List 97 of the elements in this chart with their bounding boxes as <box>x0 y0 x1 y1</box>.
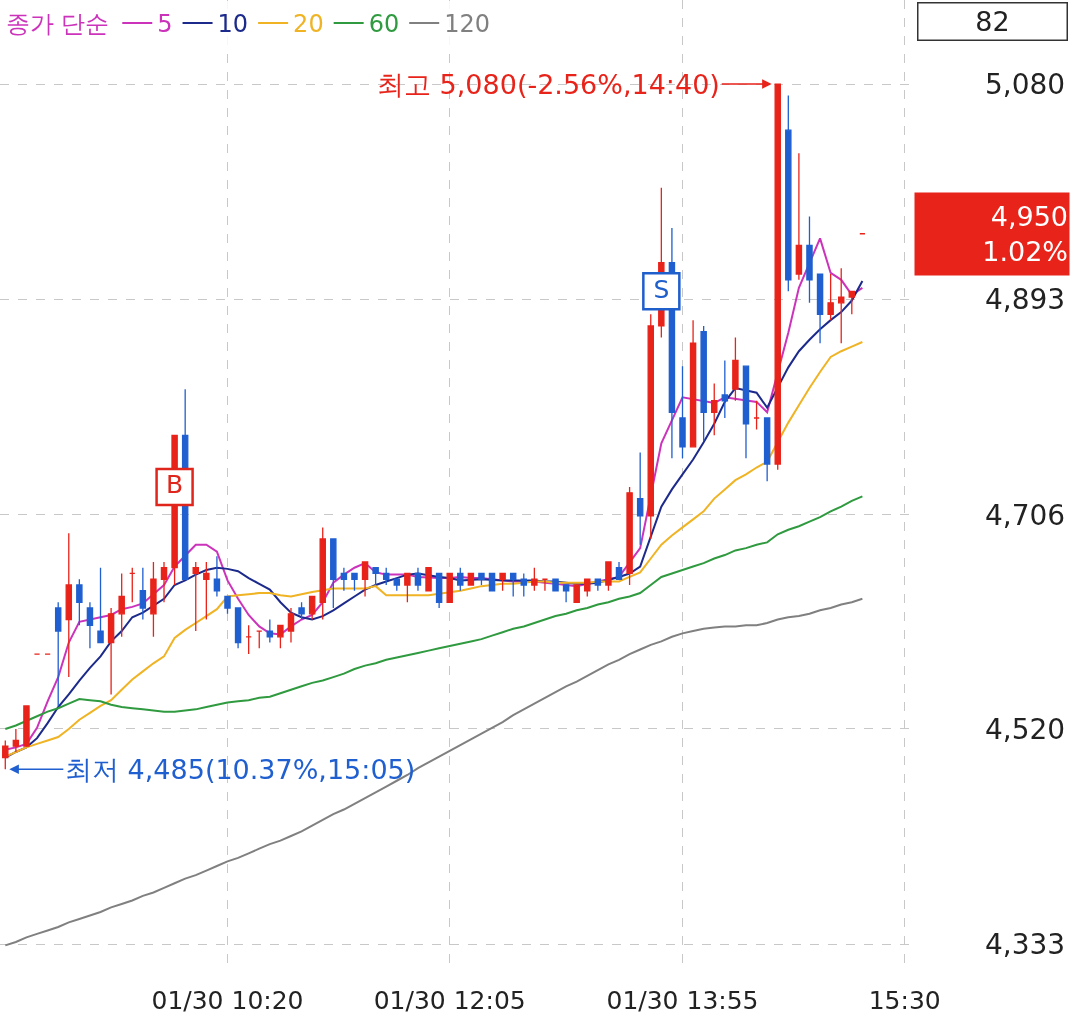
candlestick <box>2 739 9 770</box>
series-label: B <box>166 470 184 500</box>
candlestick <box>192 561 199 632</box>
candlestick <box>23 705 30 747</box>
legend-title: 종가 단순 <box>5 10 110 39</box>
candlestick <box>372 567 379 586</box>
candlestick <box>393 578 401 592</box>
candlestick <box>626 486 633 586</box>
candlestick <box>139 567 147 621</box>
candlestick <box>340 567 348 592</box>
candlestick <box>298 601 305 621</box>
legend-label: 10 <box>217 10 249 39</box>
candlestick <box>414 567 422 592</box>
candlestick <box>213 555 221 598</box>
candlestick <box>742 365 750 459</box>
series-label: S <box>653 274 670 304</box>
candlestick <box>76 578 83 626</box>
candlestick <box>499 572 506 592</box>
candlestick <box>435 572 443 609</box>
candlestick <box>467 572 475 586</box>
candlestick <box>531 567 538 592</box>
x-tick-label: 01/30 12:05 <box>373 986 526 1015</box>
candlestick <box>266 618 274 644</box>
candlestick <box>12 728 20 753</box>
candlestick <box>785 94 792 292</box>
legend-label: 60 <box>368 10 400 39</box>
candlestick <box>446 572 453 603</box>
candlestick <box>160 561 168 603</box>
x-tick-label: 15:30 <box>868 986 941 1015</box>
candlestick <box>330 538 337 609</box>
candlestick <box>203 561 210 621</box>
y-tick-label: 4,706 <box>985 498 1066 532</box>
candlestick <box>404 572 411 603</box>
candlestick <box>425 567 432 592</box>
annotation: 최고 5,080(-2.56%,14:40) <box>377 69 720 100</box>
candlestick <box>150 561 157 638</box>
candlestick <box>255 630 263 649</box>
y-tick-label: 4,333 <box>985 928 1066 962</box>
candlestick <box>287 607 295 644</box>
candlestick <box>753 400 760 431</box>
candlestick <box>86 601 94 649</box>
candlestick <box>721 359 729 419</box>
candlestick <box>382 567 390 586</box>
candlestick <box>594 578 602 592</box>
candlestick <box>118 572 125 638</box>
candlestick <box>351 572 358 592</box>
y-tick-label: 4,520 <box>985 712 1066 746</box>
candlestick <box>97 567 104 644</box>
candlestick <box>763 417 771 482</box>
candlestick <box>700 325 707 442</box>
candlestick <box>562 584 570 603</box>
candlestick <box>245 624 252 655</box>
x-tick-label: 01/30 10:20 <box>151 986 304 1015</box>
text: 4,950 1.02% <box>982 200 1068 268</box>
candlestick <box>107 607 115 696</box>
candlestick <box>806 215 813 304</box>
annotation: 최저 4,485(10.37%,15:05) <box>65 754 416 785</box>
candlestick <box>457 567 464 592</box>
candlestick <box>573 584 580 603</box>
candlestick <box>774 83 781 471</box>
candlestick <box>689 319 697 448</box>
y-tick-label: 4,893 <box>985 283 1066 317</box>
candlestick <box>605 561 612 592</box>
candlestick <box>224 595 231 615</box>
candlestick <box>636 451 644 546</box>
candlestick <box>509 572 517 598</box>
candlestick <box>584 578 591 598</box>
x-tick-label: 01/30 13:55 <box>606 986 759 1015</box>
candlestick <box>679 365 686 459</box>
candlestick <box>837 267 845 344</box>
candlestick <box>361 561 369 598</box>
candlestick <box>711 382 718 436</box>
candlestick <box>795 152 803 281</box>
text: 82 <box>975 6 1010 37</box>
candlestick <box>277 624 284 649</box>
y-tick-label: 5,080 <box>985 67 1066 101</box>
candlestick <box>129 567 136 603</box>
candlestick <box>308 595 316 621</box>
line-series <box>4 597 864 947</box>
candlestick <box>65 532 73 678</box>
candlestick <box>520 572 528 598</box>
line-series <box>4 495 864 730</box>
candlestick <box>478 572 485 586</box>
legend-label: 20 <box>293 10 324 39</box>
candlestick <box>54 601 62 707</box>
candlestick <box>827 273 834 321</box>
candlestick <box>732 336 739 402</box>
candlestick <box>234 607 242 649</box>
candlestick <box>319 526 326 621</box>
candlestick <box>816 273 824 344</box>
candlestick <box>615 561 623 580</box>
candlestick <box>848 290 856 316</box>
candlestick <box>647 313 654 540</box>
candlestick <box>541 578 549 592</box>
legend-label: 120 <box>444 10 491 39</box>
legend-label: 5 <box>157 10 173 39</box>
candlestick <box>552 578 559 592</box>
